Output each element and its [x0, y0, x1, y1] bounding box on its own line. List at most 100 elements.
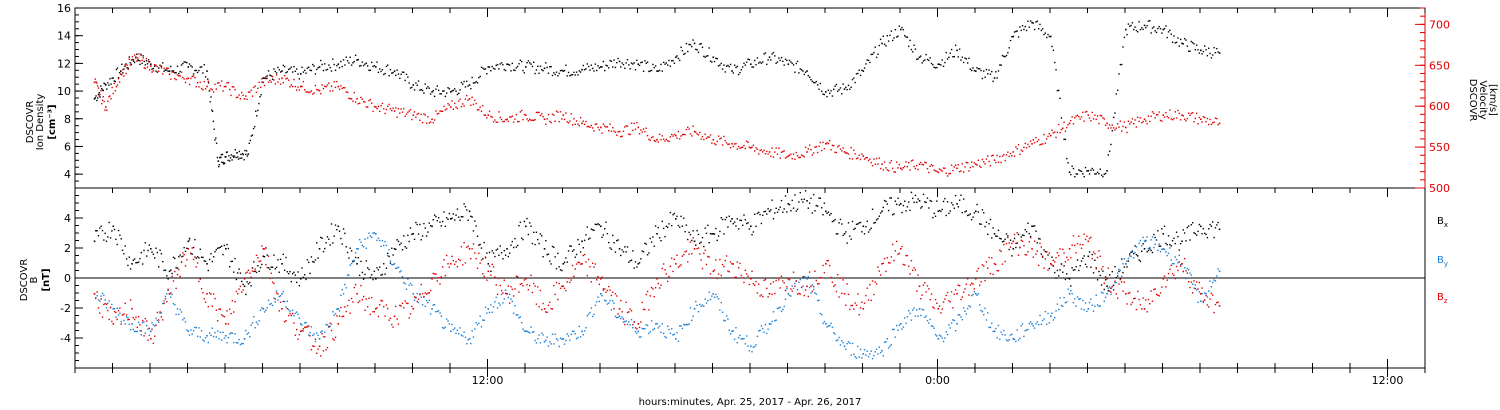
bz-point	[1070, 257, 1072, 259]
bx-point	[565, 257, 567, 259]
by-point	[468, 338, 471, 340]
density-point	[550, 65, 552, 68]
velocity-point	[562, 114, 565, 116]
bx-point	[595, 223, 598, 226]
by-point	[196, 335, 199, 338]
velocity-point	[1054, 131, 1056, 133]
bz-point	[1214, 303, 1217, 306]
velocity-point	[676, 137, 678, 139]
by-point	[399, 271, 401, 273]
density-point	[499, 63, 501, 65]
by-point	[693, 308, 696, 310]
by-point	[464, 336, 467, 338]
bx-point	[220, 245, 223, 247]
density-point	[535, 69, 538, 71]
velocity-point	[895, 161, 898, 163]
by-point	[219, 331, 222, 334]
bz-point	[979, 284, 981, 286]
bx-point	[582, 247, 584, 249]
bx-point	[966, 214, 969, 217]
density-point	[467, 85, 469, 87]
bx-point	[293, 271, 295, 274]
bz-point	[913, 267, 915, 269]
by-point	[975, 293, 977, 295]
density-point	[337, 63, 340, 65]
bz-point	[1029, 237, 1032, 239]
by-point	[684, 324, 686, 326]
bz-point	[672, 270, 674, 273]
velocity-point	[93, 81, 96, 84]
by-point	[246, 333, 248, 335]
bx-point	[1213, 236, 1215, 239]
bz-point	[1037, 264, 1040, 267]
by-point	[766, 332, 768, 335]
velocity-point	[737, 145, 740, 148]
bz-point	[700, 259, 702, 261]
by-point	[1141, 245, 1143, 247]
bx-point	[496, 248, 499, 250]
bx-point	[645, 243, 647, 245]
bx-point	[259, 266, 262, 269]
density-point	[416, 84, 418, 86]
bx-point	[666, 226, 669, 228]
by-point	[652, 329, 654, 331]
by-point	[983, 313, 985, 316]
velocity-point	[731, 143, 733, 145]
velocity-point	[1212, 121, 1214, 124]
bz-point	[620, 299, 622, 302]
velocity-point	[241, 91, 243, 94]
bx-point	[1122, 271, 1124, 274]
bx-point	[115, 238, 117, 241]
bx-point	[278, 271, 280, 273]
velocity-point	[262, 81, 265, 84]
bz-point	[657, 282, 659, 285]
velocity-point	[600, 126, 602, 129]
bz-point	[1130, 303, 1132, 306]
density-point	[101, 89, 104, 91]
by-point	[332, 311, 334, 313]
bz-point	[342, 315, 345, 317]
by-point	[1115, 281, 1118, 284]
by-point	[108, 300, 110, 302]
velocity-point	[788, 154, 791, 157]
velocity-point	[618, 130, 621, 133]
by-point	[1137, 255, 1139, 258]
by-point	[1079, 297, 1081, 300]
by-point	[1048, 322, 1051, 324]
bz-point	[1048, 252, 1051, 254]
by-point	[835, 339, 838, 342]
by-point	[1028, 322, 1030, 325]
bz-point	[727, 270, 729, 272]
bz-point	[468, 248, 471, 250]
bx-point	[1178, 249, 1180, 251]
bx-point	[172, 256, 175, 259]
velocity-point	[1060, 128, 1063, 131]
by-point	[566, 333, 568, 335]
density-point	[223, 162, 226, 165]
by-point	[767, 328, 769, 330]
by-point	[973, 291, 976, 293]
bz-point	[960, 298, 962, 301]
velocity-point	[1044, 142, 1047, 144]
bz-point	[519, 283, 522, 286]
density-point	[853, 77, 855, 79]
density-point	[704, 56, 706, 58]
bz-point	[340, 306, 342, 309]
by-point	[508, 293, 511, 296]
bz-point	[494, 276, 496, 278]
bz-point	[119, 307, 121, 309]
bz-point	[877, 266, 879, 268]
density-point	[729, 63, 732, 66]
bz-point	[843, 293, 846, 295]
bz-point	[210, 293, 212, 295]
density-point	[668, 59, 670, 62]
density-point	[652, 63, 654, 66]
density-point	[737, 73, 740, 76]
bz-point	[1104, 276, 1107, 278]
density-point	[1138, 21, 1140, 23]
density-point	[345, 56, 347, 58]
by-point	[727, 318, 729, 320]
by-point	[294, 312, 297, 315]
density-point	[1182, 43, 1184, 45]
bx-point	[980, 223, 982, 226]
